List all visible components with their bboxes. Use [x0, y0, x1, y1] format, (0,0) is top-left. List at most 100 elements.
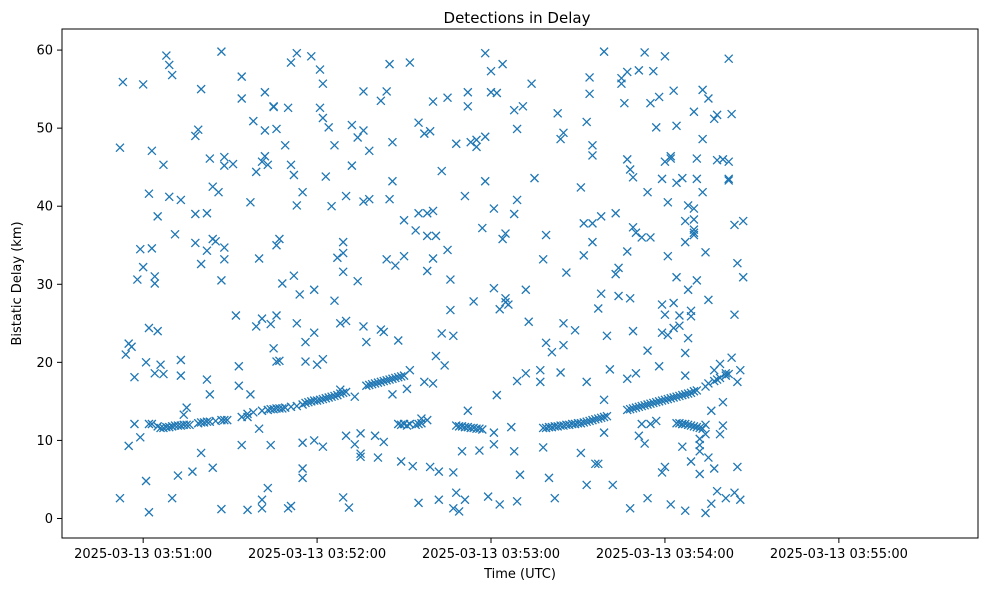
data-point: [272, 124, 281, 134]
data-point: [588, 140, 597, 150]
data-point: [703, 453, 713, 463]
data-point: [150, 272, 160, 281]
data-point: [489, 439, 499, 449]
data-point: [318, 79, 328, 89]
data-point: [666, 154, 676, 164]
data-point: [579, 250, 589, 260]
data-point: [579, 418, 589, 427]
data-point: [292, 401, 302, 411]
data-point: [677, 442, 687, 452]
data-point: [596, 289, 606, 299]
data-point: [373, 378, 383, 388]
data-point: [515, 470, 525, 480]
y-tick-label: 30: [36, 278, 53, 293]
data-point: [718, 421, 728, 431]
data-point: [272, 311, 281, 320]
data-point: [202, 417, 212, 427]
data-point: [396, 457, 406, 466]
data-point: [405, 58, 415, 68]
data-point: [654, 361, 664, 371]
data-point: [245, 389, 255, 399]
data-point: [645, 419, 655, 429]
data-point: [538, 442, 548, 452]
data-point: [161, 51, 171, 61]
data-point: [344, 503, 354, 513]
data-point: [619, 98, 629, 108]
data-point: [506, 422, 516, 432]
data-point: [541, 338, 551, 348]
data-point: [298, 464, 308, 473]
data-point: [164, 422, 174, 432]
data-point: [318, 394, 328, 404]
data-point: [173, 471, 183, 481]
data-point: [530, 173, 539, 183]
data-point: [176, 371, 186, 381]
data-point: [643, 400, 653, 409]
data-point: [361, 381, 371, 391]
y-tick-label: 10: [36, 434, 53, 449]
data-point: [301, 337, 310, 347]
data-point: [495, 499, 505, 509]
data-point: [245, 197, 255, 207]
data-point: [179, 410, 189, 420]
data-point: [422, 266, 432, 276]
data-point: [359, 126, 368, 135]
data-point: [732, 258, 742, 268]
data-point: [550, 493, 560, 503]
data-point: [590, 414, 600, 424]
data-point: [170, 229, 180, 239]
data-point: [547, 347, 557, 357]
data-point: [559, 128, 568, 138]
data-point: [498, 59, 508, 69]
data-point: [330, 140, 339, 150]
data-point: [738, 216, 748, 226]
data-point: [234, 381, 244, 391]
data-point: [428, 254, 438, 263]
data-point: [460, 191, 470, 201]
data-point: [153, 326, 163, 336]
data-point: [730, 220, 739, 230]
data-point: [330, 296, 339, 306]
data-point: [445, 305, 455, 315]
data-point: [703, 378, 713, 388]
data-point: [579, 218, 589, 228]
data-point: [637, 401, 647, 411]
data-point: [512, 124, 522, 134]
data-point: [590, 459, 600, 469]
data-point: [463, 87, 473, 97]
data-point: [124, 441, 134, 451]
data-point: [556, 134, 566, 144]
data-point: [257, 314, 267, 324]
data-point: [663, 251, 673, 261]
data-point: [483, 492, 493, 502]
x-axis: 2025-03-13 03:51:00 2025-03-13 03:52:00 20…: [74, 538, 908, 562]
data-point: [414, 419, 424, 429]
data-point: [472, 142, 481, 152]
data-point: [588, 151, 597, 160]
data-point: [683, 333, 693, 343]
data-point: [411, 420, 421, 430]
data-point: [683, 420, 693, 430]
data-point: [356, 428, 366, 438]
data-point: [672, 121, 681, 131]
data-point: [614, 291, 624, 301]
data-point: [489, 428, 499, 438]
data-point: [237, 72, 247, 82]
data-point: [350, 392, 360, 402]
data-point: [674, 391, 684, 401]
data-point: [712, 486, 722, 496]
data-point: [602, 411, 612, 421]
data-point: [364, 146, 374, 156]
data-point: [411, 225, 421, 235]
data-point: [130, 372, 139, 382]
data-point: [518, 101, 528, 111]
data-point: [399, 215, 409, 225]
data-point: [576, 418, 586, 428]
data-point: [556, 368, 566, 377]
data-point: [701, 247, 710, 257]
data-point: [292, 48, 302, 58]
data-point: [205, 389, 215, 399]
data-point: [127, 342, 137, 352]
data-point: [680, 216, 690, 226]
data-point: [643, 493, 653, 503]
